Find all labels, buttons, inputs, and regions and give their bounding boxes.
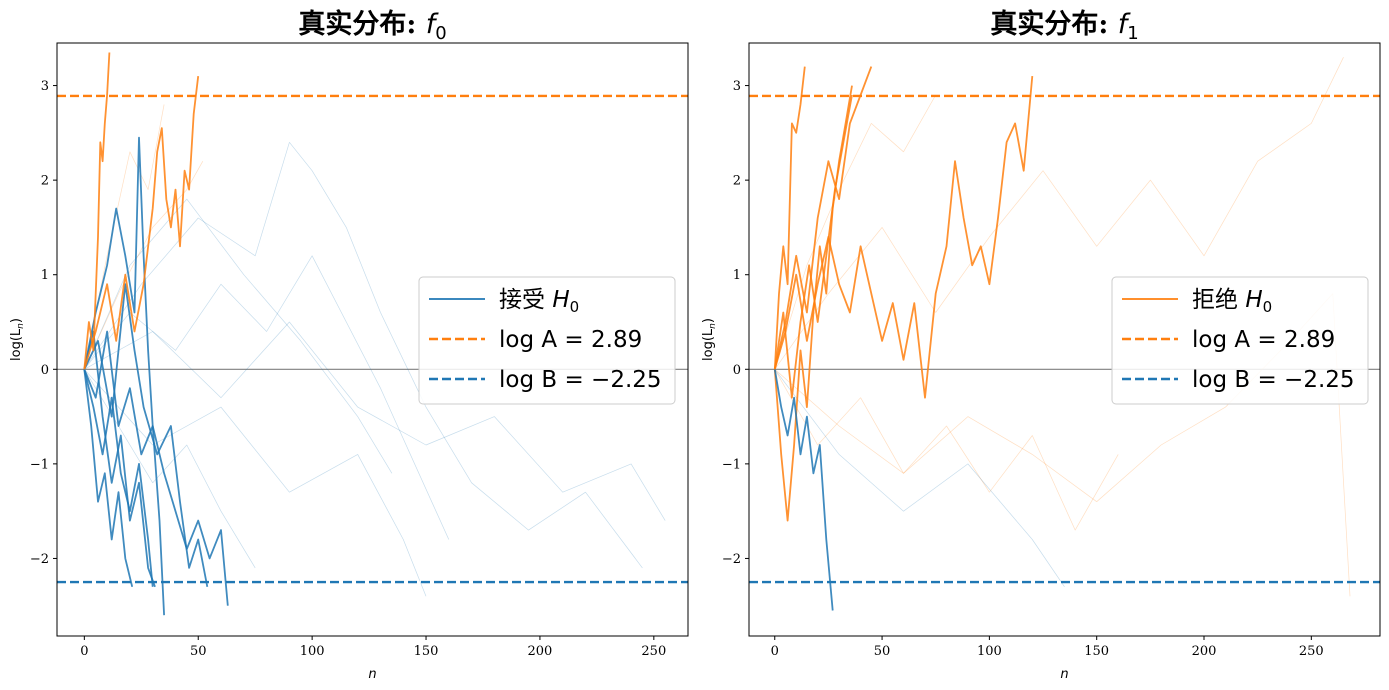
series-line-0 [773, 66, 806, 370]
legend-label-2: log B = −2.25 [1192, 367, 1355, 393]
legend: 接受 H0 log A = 2.89 log B = −2.25 [418, 276, 676, 405]
series-line-13 [84, 369, 256, 569]
x-axis-label: n [1060, 667, 1068, 682]
series-line-15 [83, 161, 204, 370]
legend-box [1111, 276, 1369, 405]
y-axis-label: log(Ln) [701, 318, 718, 361]
x-tick-label: 100 [977, 644, 1002, 659]
legend-box [418, 276, 676, 405]
x-tick-label: 200 [528, 644, 553, 659]
x-tick-label: 0 [80, 644, 88, 659]
y-tick-label: 3 [733, 79, 741, 94]
chart-panel-1: 0 50 100 150 200 250 −2 −1 0 1 2 3 n log(Ln) 真实分布: f1 拒… [701, 8, 1381, 682]
series-line-5 [773, 369, 834, 611]
chart-panel-0: 0 50 100 150 200 250 −2 −1 0 1 2 3 n log(Ln) 真实分布: f0 接… [9, 8, 689, 682]
x-tick-label: 150 [414, 644, 439, 659]
legend-label-2: log B = −2.25 [499, 367, 662, 393]
y-tick-label: −1 [722, 457, 741, 472]
y-tick-label: −2 [30, 552, 49, 567]
axes-frame [748, 42, 1381, 637]
series-line-12 [84, 321, 666, 521]
y-tick-label: 1 [733, 268, 741, 283]
series-line-7 [83, 75, 200, 370]
x-axis-label: n [368, 667, 376, 682]
y-tick-label: −1 [30, 457, 49, 472]
y-tick-label: 0 [41, 363, 49, 378]
y-tick-label: 0 [733, 363, 741, 378]
series-line-3 [83, 330, 229, 606]
series-line-0 [83, 369, 134, 588]
series-line-9 [84, 141, 643, 569]
plot-area [773, 57, 1351, 611]
series-line-1 [83, 330, 156, 588]
legend-label-1: log A = 2.89 [499, 327, 642, 353]
legend-label-0: 接受 H0 [499, 287, 579, 316]
y-tick-label: −2 [722, 552, 741, 567]
series-line-6 [83, 52, 111, 370]
legend-label-1: log A = 2.89 [1192, 327, 1335, 353]
series-line-2 [773, 66, 873, 370]
x-tick-label: 50 [190, 644, 207, 659]
legend-label-0: 拒绝 H0 [1192, 287, 1272, 316]
y-tick-label: 2 [733, 174, 741, 189]
x-tick-label: 0 [771, 644, 779, 659]
series-line-7 [774, 57, 1344, 370]
series-line-11 [83, 198, 393, 474]
x-tick-label: 200 [1192, 644, 1217, 659]
series-line-3 [773, 76, 1034, 399]
x-tick-label: 250 [641, 644, 666, 659]
series-line-4 [83, 283, 209, 587]
x-tick-label: 50 [874, 644, 891, 659]
x-tick-label: 150 [1084, 644, 1109, 659]
legend: 拒绝 H0 log A = 2.89 log B = −2.25 [1111, 276, 1369, 405]
series-line-8 [774, 369, 1119, 531]
chart-title: 真实分布: f1 [990, 8, 1138, 44]
x-tick-label: 250 [1299, 644, 1324, 659]
series-line-8 [84, 255, 450, 540]
series-line-4 [773, 94, 853, 399]
axes-frame [56, 42, 689, 637]
chart-title: 真实分布: f0 [298, 8, 446, 44]
x-tick-label: 100 [300, 644, 325, 659]
y-axis-label: log(Ln) [9, 318, 26, 361]
series-line-5 [83, 369, 154, 587]
y-tick-label: 3 [41, 79, 49, 94]
y-tick-label: 2 [41, 174, 49, 189]
plot-area [83, 52, 666, 616]
y-tick-label: 1 [41, 268, 49, 283]
series-line-10 [84, 369, 427, 597]
series-line-10 [774, 369, 1065, 587]
